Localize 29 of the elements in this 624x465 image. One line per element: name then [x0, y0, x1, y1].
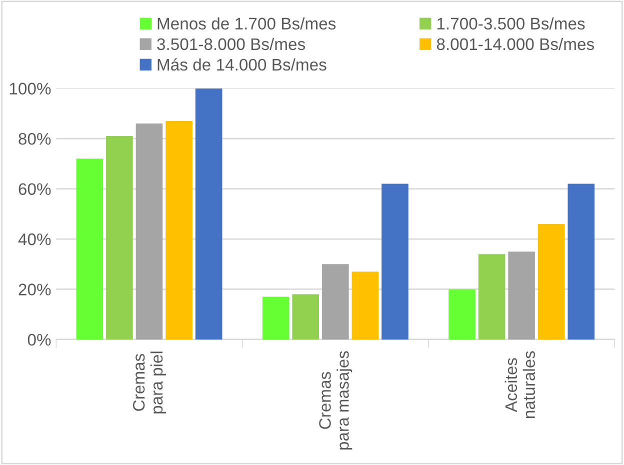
bar	[76, 158, 104, 340]
bar	[352, 272, 379, 340]
y-tick-label: 80%	[18, 132, 51, 145]
bar	[478, 254, 506, 340]
bar	[195, 88, 222, 340]
y-tick-label: 40%	[18, 233, 51, 246]
bar	[262, 296, 290, 340]
bar	[538, 224, 565, 340]
legend-label: 3.501-8.000 Bs/mes	[157, 38, 306, 50]
y-tick-label: 20%	[18, 284, 51, 296]
legend-label: 1.700-3.500 Bs/mes	[437, 17, 585, 30]
bar	[292, 294, 320, 340]
legend-label: 8.001-14.000 Bs/mes	[436, 38, 594, 50]
legend-label: Más de 14.000 Bs/mes	[158, 58, 326, 71]
x-tick-label: Cremas para masajes	[319, 351, 352, 450]
bar	[322, 264, 349, 340]
legend-label: Menos de 1.700 Bs/mes	[158, 17, 336, 30]
bar	[568, 184, 595, 340]
y-tick-label: 60%	[18, 183, 51, 195]
y-tick-label: 0%	[28, 334, 51, 346]
bar	[448, 289, 476, 340]
x-tick-label: Aceites naturales	[504, 351, 536, 418]
bar	[106, 136, 133, 340]
x-tick-label: Cremas para piel	[132, 352, 166, 414]
bar	[136, 124, 163, 340]
bar	[382, 184, 408, 340]
bar	[166, 120, 192, 340]
bar	[508, 252, 535, 340]
y-tick-label: 100%	[10, 82, 51, 95]
